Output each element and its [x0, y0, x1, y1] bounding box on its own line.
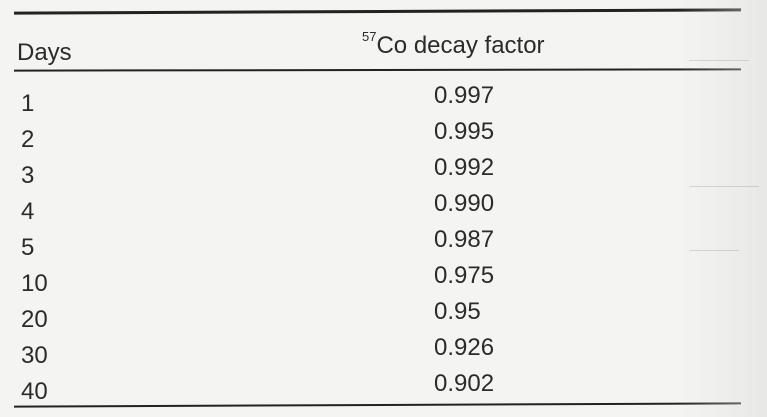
cell-days: 30 [21, 342, 48, 369]
cell-days: 1 [21, 90, 35, 117]
cell-decay-factor: 0.975 [434, 262, 495, 289]
cell-days: 2 [21, 126, 35, 153]
bleed-through-line [689, 250, 739, 251]
page-shadow-edge [677, 0, 767, 417]
cell-decay-factor: 0.997 [434, 82, 495, 109]
cell-days: 4 [21, 198, 35, 225]
cell-decay-factor: 0.95 [434, 298, 481, 325]
bleed-through-line [689, 60, 749, 61]
cell-decay-factor: 0.987 [434, 226, 495, 253]
table-top-rule [13, 8, 742, 15]
table-body: 1 0.997 2 0.995 3 0.992 4 0.990 5 0.987 … [0, 82, 767, 406]
header-decay-factor: 57Co decay factor [362, 29, 545, 60]
cell-days: 40 [21, 378, 48, 405]
bleed-through-line [689, 186, 759, 187]
table-header: Days 57Co decay factor [0, 28, 767, 68]
cell-decay-factor: 0.995 [434, 118, 495, 145]
table-row: 10 0.975 [0, 262, 767, 298]
cell-days: 5 [21, 234, 35, 261]
isotope-mass-number: 57 [362, 29, 377, 44]
header-decay-factor-label: Co decay factor [376, 32, 545, 59]
table-row: 30 0.926 [0, 334, 767, 370]
cell-days: 3 [21, 162, 35, 189]
table-row: 1 0.997 [0, 82, 767, 118]
table-row: 2 0.995 [0, 118, 767, 154]
cell-days: 10 [21, 270, 48, 297]
cell-decay-factor: 0.990 [434, 190, 495, 217]
cell-decay-factor: 0.926 [434, 334, 495, 361]
cell-decay-factor: 0.902 [434, 370, 495, 397]
table-header-rule [13, 68, 742, 72]
table-row: 20 0.95 [0, 298, 767, 334]
table-row: 5 0.987 [0, 226, 767, 262]
table-row: 4 0.990 [0, 190, 767, 226]
table-row: 40 0.902 [0, 370, 767, 406]
header-days: Days [17, 39, 72, 66]
table-row: 3 0.992 [0, 154, 767, 190]
cell-days: 20 [21, 306, 48, 333]
cell-decay-factor: 0.992 [434, 154, 495, 181]
